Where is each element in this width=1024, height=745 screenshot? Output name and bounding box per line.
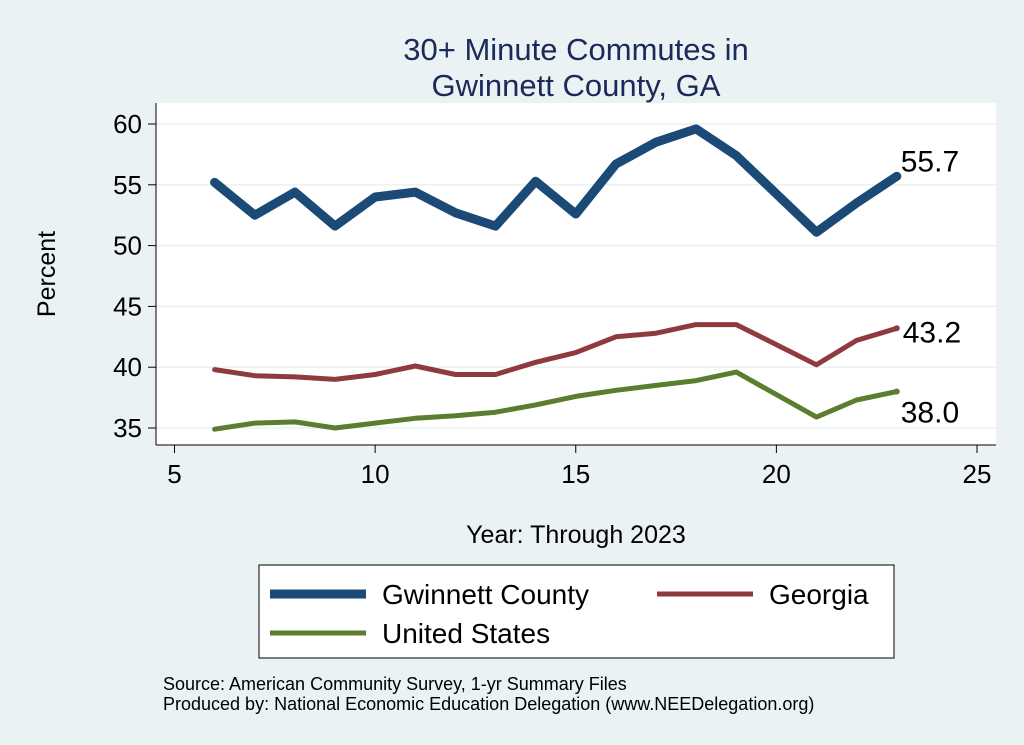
x-tick-label-20: 20: [762, 459, 791, 489]
end-label-gwinnett: 55.7: [901, 145, 959, 178]
plot-background: [156, 103, 996, 445]
chart-title-line-2: Gwinnett County, GA: [432, 68, 721, 103]
gridlines: [156, 123, 996, 429]
x-tick-label-10: 10: [361, 459, 390, 489]
end-point-gwinnett: [893, 173, 900, 180]
x-tick-label-5: 5: [167, 459, 181, 489]
y-axis-label: Percent: [33, 231, 61, 317]
y-tick-label-55: 55: [113, 170, 142, 200]
produced-by-note: Produced by: National Economic Education…: [163, 694, 814, 714]
x-axis-ticks: 5 10 15 20 25: [167, 445, 991, 489]
x-tick-label-25: 25: [963, 459, 992, 489]
y-axis-ticks: 35 40 45 50 55 60: [113, 109, 156, 443]
series-lines: [210, 124, 902, 432]
end-point-united-states: [893, 388, 900, 395]
legend: Gwinnett County Georgia United States: [258, 564, 895, 659]
chart-title-line-1: 30+ Minute Commutes in: [403, 32, 748, 67]
end-label-united-states: 38.0: [901, 397, 959, 430]
source-note: Source: American Community Survey, 1-yr …: [163, 674, 627, 694]
end-label-georgia: 43.2: [903, 316, 961, 349]
y-tick-label-60: 60: [113, 109, 142, 139]
legend-label-gwinnett: Gwinnett County: [382, 579, 589, 610]
end-point-georgia: [893, 325, 900, 332]
legend-box: [258, 564, 895, 659]
legend-label-united-states: United States: [382, 618, 550, 649]
y-tick-label-40: 40: [113, 352, 142, 382]
x-tick-label-15: 15: [561, 459, 590, 489]
y-tick-label-50: 50: [113, 231, 142, 261]
series-line-georgia: [212, 322, 900, 382]
y-tick-label-35: 35: [113, 413, 142, 443]
legend-label-georgia: Georgia: [769, 579, 869, 610]
end-labels: 55.7 43.2 38.0: [901, 145, 961, 429]
x-axis-label: Year: Through 2023: [466, 521, 686, 549]
series-line-gwinnett: [210, 124, 902, 237]
y-tick-label-45: 45: [113, 291, 142, 321]
series-line-united-states: [212, 369, 900, 432]
